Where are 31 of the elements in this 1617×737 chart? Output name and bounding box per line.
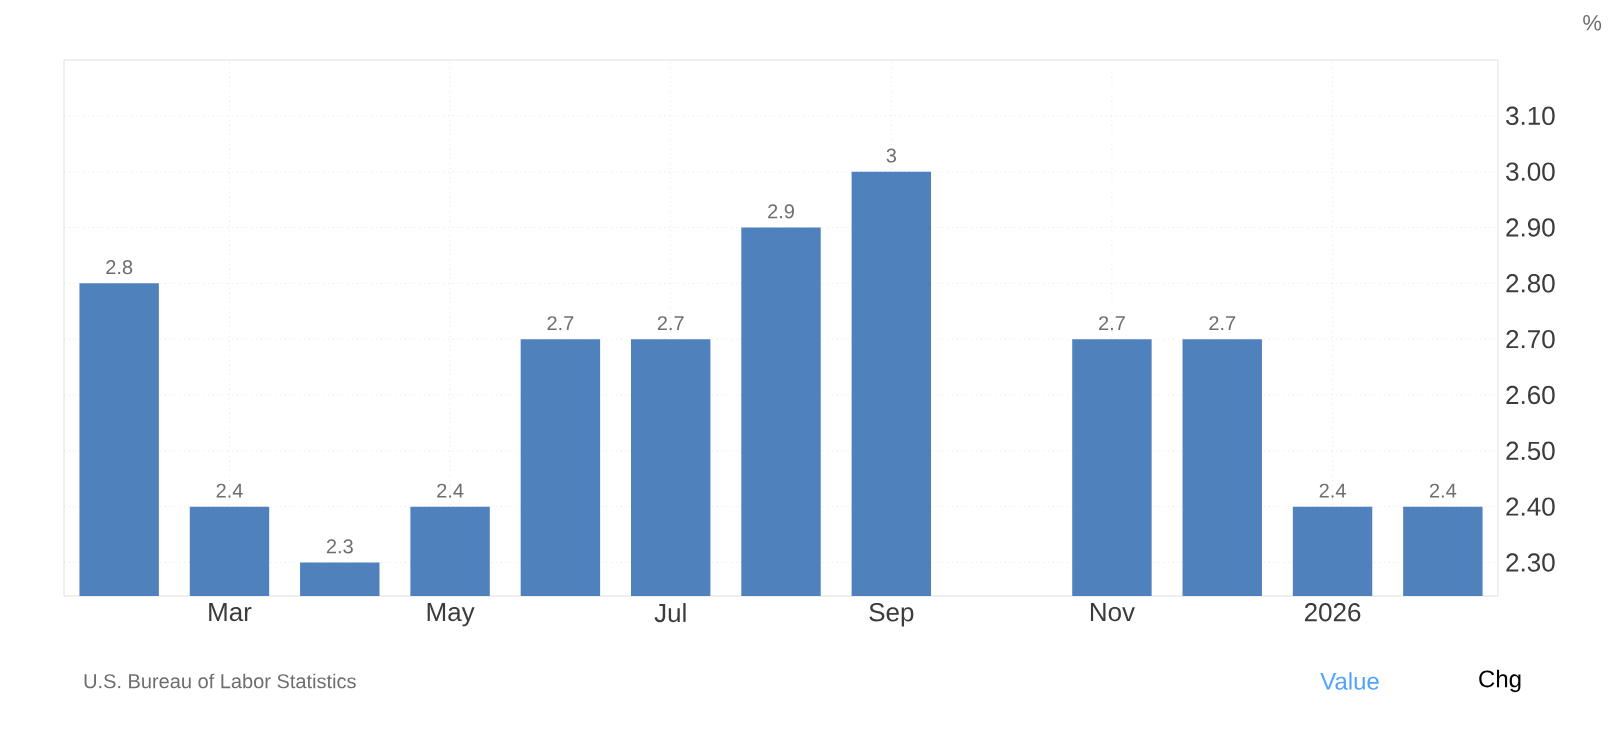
y-tick-label: 3.10 [1506, 106, 1555, 126]
x-tick-label: May [427, 603, 475, 627]
y-tick-label: 2.90 [1506, 218, 1555, 237]
x-tick-label: Nov [1090, 603, 1135, 622]
text: Value [1320, 672, 1379, 690]
x-tick-label: Jul [654, 603, 686, 623]
x-tick-label: 2026 [1304, 603, 1361, 622]
y-tick-label: 2.50 [1506, 441, 1555, 461]
data-label: 2.4 [437, 483, 464, 498]
text: Chg [1479, 669, 1521, 693]
y-tick-label: 2.70 [1506, 329, 1555, 349]
data-label: 2.7 [657, 316, 684, 331]
y-tick-label: 2.40 [1506, 497, 1555, 516]
data-label: 2.4 [216, 483, 243, 498]
data-label: 2.4 [1319, 483, 1346, 498]
y-tick-label: 2.80 [1506, 274, 1555, 293]
data-label: 2.8 [106, 260, 133, 275]
y-tick-label: 2.60 [1506, 385, 1555, 405]
x-tick-label: Sep [869, 603, 914, 627]
y-tick-label: 2.30 [1506, 553, 1555, 572]
data-label: 3 [886, 148, 897, 163]
data-label: 2.7 [1099, 316, 1125, 331]
y-axis-title: % [1583, 15, 1602, 31]
y-tick-label: 3.00 [1506, 162, 1555, 181]
data-label: 2.3 [326, 539, 353, 554]
x-tick-label: Mar [209, 603, 252, 622]
data-label: 2.7 [1209, 316, 1236, 331]
text: U.S. Bureau of Labor Statistics [84, 673, 356, 689]
data-label: 2.4 [1429, 483, 1457, 498]
data-label: 2.7 [547, 316, 574, 331]
data-label: 2.9 [768, 204, 794, 219]
